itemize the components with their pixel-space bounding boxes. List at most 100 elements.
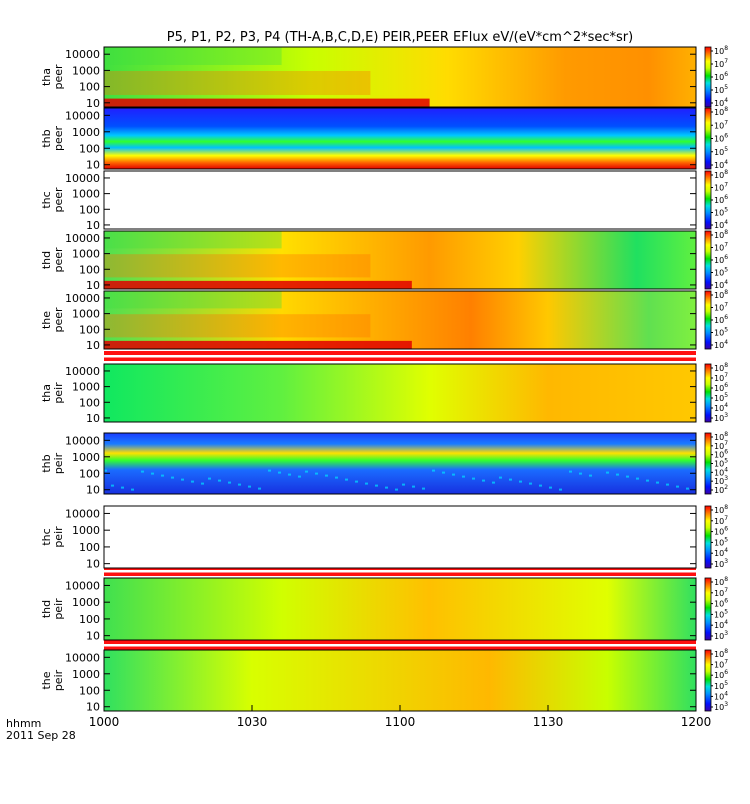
- colorbar-tick-label: 108: [714, 504, 728, 515]
- y-tick-label: 10000: [65, 651, 100, 664]
- y-tick-label: 10000: [65, 507, 100, 520]
- x-tick-label: 1030: [237, 715, 268, 729]
- flag-bar: [104, 351, 696, 361]
- colorbar-tick-label: 104: [714, 339, 728, 350]
- colorbar-tick-label: 104: [714, 547, 728, 558]
- spectrogram-thb_peer: [104, 108, 696, 169]
- spectrogram-tha_peir: [104, 364, 696, 422]
- colorbar-tick-label: 103: [714, 475, 728, 486]
- y-tick-label: 1000: [72, 64, 100, 77]
- panel-the_peer: 10 100 1000 10000 the peer: [40, 290, 697, 352]
- colorbar-tick-label: 106: [714, 449, 728, 460]
- spectrogram-the_peer: [104, 291, 696, 349]
- colorbar-tick-label: 105: [714, 146, 728, 157]
- y-tick-label: 10000: [65, 172, 100, 185]
- panel-label-product: peer: [52, 64, 65, 90]
- colorbar-tick-label: 106: [714, 194, 728, 205]
- colorbar-tick-label: 106: [714, 598, 728, 609]
- y-tick-label: 10: [86, 630, 100, 643]
- spectrogram-thd_peir: [104, 578, 696, 640]
- panel-label-product: peir: [52, 669, 65, 691]
- y-tick-label: 10: [86, 279, 100, 292]
- colorbar-tick-label: 106: [714, 669, 728, 680]
- y-tick-label: 10000: [65, 48, 100, 61]
- y-tick-label: 10000: [65, 232, 100, 245]
- colorbar-tick-label: 104: [714, 219, 728, 230]
- colorbar-tick-label: 108: [714, 648, 728, 659]
- y-tick-label: 100: [79, 613, 100, 626]
- panel-frame: [103, 505, 697, 569]
- colorbar-tick-label: 107: [714, 182, 728, 193]
- x-tick-label: 1100: [385, 715, 416, 729]
- colorbar-tick-label: 107: [714, 440, 728, 451]
- panel-label-product: peir: [52, 382, 65, 404]
- colorbar-tick-label: 107: [714, 515, 728, 526]
- panel-thd_peer: 10 100 1000 10000 thd peer: [40, 230, 697, 292]
- y-tick-label: 100: [79, 142, 100, 155]
- y-tick-label: 10: [86, 339, 100, 352]
- colorbar-tick-label: 107: [714, 242, 728, 253]
- colorbar-tick-label: 105: [714, 84, 728, 95]
- colorbar-tick-label: 108: [714, 576, 728, 587]
- y-tick-label: 1000: [72, 126, 100, 139]
- panel-thc_peir: 10 100 1000 10000 thc peir: [40, 505, 697, 571]
- panel-label-product: peer: [52, 187, 65, 213]
- colorbar-tick-label: 106: [714, 254, 728, 265]
- y-tick-label: 10000: [65, 579, 100, 592]
- colorbar-tick-label: 104: [714, 466, 728, 477]
- colorbar-tick-label: 105: [714, 392, 728, 403]
- colorbar-tick-label: 108: [714, 289, 728, 300]
- colorbar-tick-label: 105: [714, 327, 728, 338]
- colorbar-tick-label: 103: [714, 412, 728, 423]
- panel-thc_peer: 10 100 1000 10000 thc peer: [40, 170, 697, 232]
- y-tick-label: 10000: [65, 434, 100, 447]
- panel-tha_peir: 10 100 1000 10000 tha peir: [40, 363, 697, 425]
- y-tick-label: 10: [86, 558, 100, 571]
- colorbar-tick-label: 106: [714, 382, 728, 393]
- panel-frame: [103, 170, 697, 230]
- spectrogram-the_peir: [104, 650, 696, 711]
- colorbar-tick-label: 107: [714, 659, 728, 670]
- panel-the_peir: 10 100 1000 10000 the peir: [40, 649, 697, 714]
- y-tick-label: 100: [79, 323, 100, 336]
- panel-frame: [103, 363, 697, 423]
- panel-thb_peir: 10 100 1000 10000 thb peir: [40, 432, 697, 497]
- colorbar-tick-label: 106: [714, 133, 728, 144]
- colorbar-tick-label: 104: [714, 159, 728, 170]
- y-tick-label: 100: [79, 396, 100, 409]
- colorbar-tick-label: 108: [714, 45, 728, 56]
- y-tick-label: 1000: [72, 596, 100, 609]
- colorbar-tick-label: 107: [714, 302, 728, 313]
- panel-label-product: peer: [52, 126, 65, 152]
- spectrogram-thb_peir: [104, 433, 696, 494]
- colorbar-tick-label: 105: [714, 536, 728, 547]
- colorbar-tick-label: 104: [714, 690, 728, 701]
- y-tick-label: 10: [86, 159, 100, 172]
- panel-frame: [103, 230, 697, 290]
- y-tick-label: 100: [79, 541, 100, 554]
- y-tick-label: 1000: [72, 188, 100, 201]
- y-tick-label: 10: [86, 97, 100, 110]
- colorbar-tick-label: 108: [714, 362, 728, 373]
- spectrogram-thd_peer: [104, 231, 696, 289]
- x-tick-label: 1130: [533, 715, 564, 729]
- panel-frame: [103, 577, 697, 641]
- panel-label-probe: the: [40, 311, 53, 329]
- x-tick-label: 1200: [681, 715, 712, 729]
- panel-label-product: peer: [52, 247, 65, 273]
- colorbar-tha_peer: 108 107 106 105 104: [704, 45, 728, 108]
- colorbar-tick-label: 103: [714, 701, 728, 712]
- panel-label-probe: thb: [40, 454, 53, 472]
- colorbar-tick-label: 105: [714, 207, 728, 218]
- panel-label-product: peir: [52, 452, 65, 474]
- colorbar-tick-label: 102: [714, 484, 728, 495]
